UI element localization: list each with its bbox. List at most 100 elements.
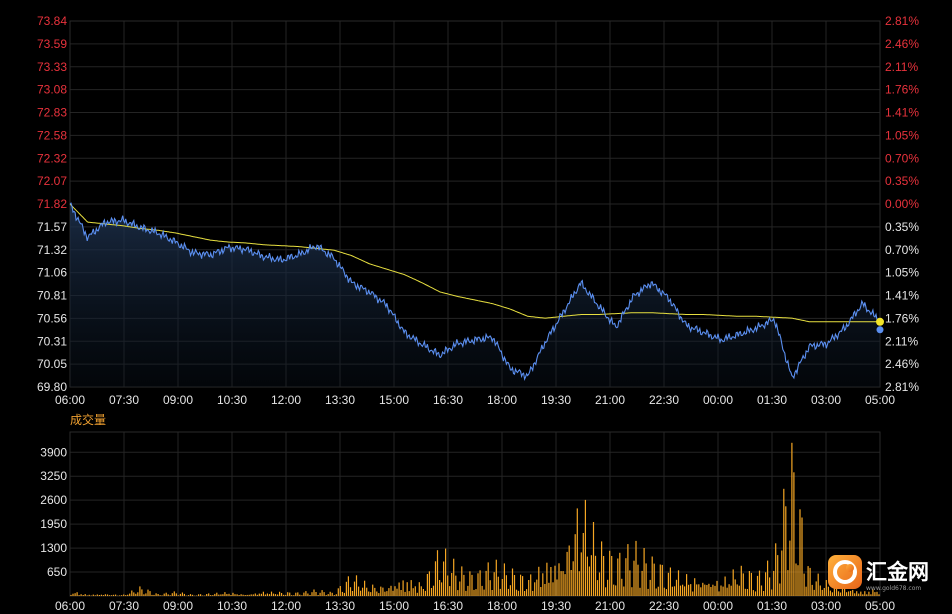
left-tick-label: 69.80	[37, 380, 67, 394]
volume-bar	[617, 558, 619, 596]
gold678-logo: 汇金网 www.gold678.com	[828, 555, 929, 592]
volume-bar	[825, 580, 827, 596]
volume-bar	[724, 576, 726, 596]
volume-tick-label: 3250	[40, 469, 67, 483]
volume-grid	[69, 432, 881, 596]
volume-bar	[208, 593, 210, 596]
volume-bar	[740, 565, 742, 596]
volume-bar	[601, 541, 603, 596]
left-tick-label: 71.32	[37, 243, 67, 257]
x-tick-label: 12:00	[271, 393, 301, 407]
left-tick-label: 72.58	[37, 128, 67, 142]
volume-bar	[860, 591, 862, 596]
volume-bar	[574, 534, 576, 596]
volume-bar	[88, 594, 90, 596]
volume-bar	[451, 573, 453, 596]
volume-bar	[805, 586, 807, 596]
volume-bar	[720, 585, 722, 596]
volume-bar	[175, 593, 177, 596]
volume-x-axis-ticks: 06:00 07:30 09:00 10:30 12:00 13:30 15:00 16:30…	[55, 599, 895, 613]
volume-bar	[313, 589, 315, 596]
volume-bar	[430, 588, 433, 596]
volume-bar	[392, 590, 394, 596]
volume-bar	[497, 576, 499, 596]
volume-bar	[218, 594, 220, 596]
volume-bar	[769, 577, 771, 596]
volume-bar	[718, 591, 720, 596]
volume-bar	[214, 593, 216, 596]
volume-bar	[177, 595, 179, 596]
x-tick-label: 06:00	[55, 393, 85, 407]
right-tick-label: 2.46%	[885, 357, 919, 371]
x-tick-label: 09:00	[163, 393, 193, 407]
volume-bar	[378, 593, 380, 596]
volume-bar	[216, 592, 218, 596]
volume-bar	[785, 506, 787, 596]
volume-bar	[554, 565, 556, 596]
volume-bar	[643, 548, 645, 596]
volume-bar	[372, 584, 374, 596]
right-axis-ticks: 2.81% 2.46% 2.11% 1.76% 1.41% 1.05% 0.70% 0.35%…	[885, 14, 919, 394]
volume-bar	[189, 594, 192, 596]
x-tick-label: 07:30	[109, 393, 139, 407]
volume-bar	[566, 551, 568, 596]
volume-x-tick-label: 22:30	[649, 599, 679, 613]
volume-bar	[661, 564, 663, 596]
volume-bar	[594, 555, 597, 596]
volume-bar	[714, 585, 716, 596]
volume-bar	[827, 586, 829, 596]
volume-bar	[333, 595, 335, 596]
volume-bar	[305, 591, 307, 596]
volume-bar	[240, 594, 242, 596]
volume-bar	[147, 589, 149, 596]
volume-bar	[690, 584, 692, 596]
volume-bar	[315, 592, 317, 596]
x-tick-label: 00:00	[703, 393, 733, 407]
volume-bar	[360, 590, 362, 596]
volume-bar	[388, 588, 390, 596]
volume-tick-label: 650	[47, 565, 67, 579]
volume-bar	[420, 586, 422, 596]
volume-bar	[236, 594, 238, 596]
volume-bar	[588, 566, 590, 596]
volume-bar	[149, 591, 151, 596]
volume-bar	[649, 579, 651, 596]
volume-bar	[564, 574, 566, 596]
volume-bar	[651, 556, 653, 596]
volume-bar	[841, 587, 844, 596]
volume-bar	[673, 586, 676, 596]
volume-bar	[517, 590, 520, 596]
volume-bar	[801, 517, 803, 596]
volume-bar	[477, 573, 479, 596]
volume-bar	[445, 548, 447, 596]
volume-bar	[700, 587, 702, 596]
volume-bar	[736, 584, 738, 596]
volume-bar	[321, 590, 323, 596]
left-tick-label: 72.32	[37, 151, 67, 165]
volume-bar	[665, 589, 667, 596]
volume-bar	[457, 590, 459, 596]
volume-bar	[262, 591, 264, 596]
right-tick-label: 0.35%	[885, 174, 919, 188]
volume-bar	[422, 589, 424, 596]
volume-bar	[416, 592, 418, 596]
volume-bar	[104, 594, 106, 596]
volume-bar	[200, 594, 202, 596]
volume-bar	[94, 595, 96, 596]
volume-bar	[408, 591, 410, 596]
volume-bar	[307, 593, 309, 596]
volume-bar	[434, 561, 437, 596]
volume-bar	[716, 580, 718, 596]
volume-bar	[125, 595, 127, 596]
volume-bar	[663, 587, 665, 596]
volume-bar	[592, 522, 595, 596]
volume-bar	[230, 595, 232, 596]
x-tick-label: 15:00	[379, 393, 409, 407]
volume-bar	[738, 585, 740, 596]
volume-bar	[763, 591, 765, 596]
right-tick-label: 2.11%	[885, 334, 918, 348]
volume-bar	[483, 589, 485, 596]
volume-bar	[303, 592, 305, 596]
volume-tick-label: 1950	[40, 517, 67, 531]
volume-bar	[108, 595, 111, 596]
